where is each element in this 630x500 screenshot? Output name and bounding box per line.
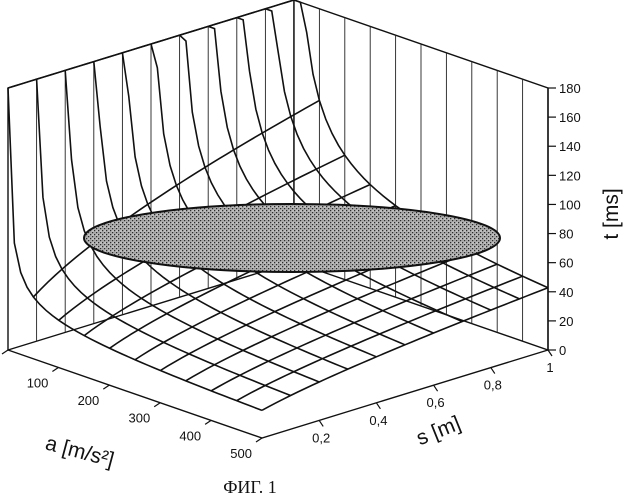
y-tick-label: 0,2 xyxy=(312,430,330,445)
z-axis-label: t [ms] xyxy=(600,188,623,239)
x-tick xyxy=(205,420,211,424)
y-tick-label: 0,8 xyxy=(484,378,502,393)
z-tick-label: 0 xyxy=(559,343,566,358)
z-tick-label: 180 xyxy=(559,81,581,96)
z-tick-label: 80 xyxy=(559,227,573,242)
x-tick xyxy=(52,367,58,371)
figure-caption: ФИГ. 1 xyxy=(223,477,277,497)
x-tick xyxy=(154,403,160,407)
y-tick-label: 1 xyxy=(546,360,553,375)
x-tick-label: 300 xyxy=(128,411,150,426)
y-tick-label: 0,4 xyxy=(369,413,387,428)
y-tick-label: 0,6 xyxy=(427,395,445,410)
z-tick-label: 140 xyxy=(559,139,581,154)
z-tick-label: 40 xyxy=(559,285,573,300)
y-tick xyxy=(548,350,552,356)
y-tick xyxy=(376,403,380,409)
x-tick-label: 100 xyxy=(27,375,49,390)
y-tick xyxy=(319,420,323,426)
highlight-region xyxy=(84,204,500,272)
y-tick xyxy=(434,385,438,391)
x-axis-label: a [m/s²] xyxy=(43,432,117,472)
z-tick-label: 20 xyxy=(559,314,573,329)
x-tick xyxy=(256,438,262,442)
x-tick-label: 200 xyxy=(78,393,100,408)
z-tick-label: 120 xyxy=(559,168,581,183)
x-tick-label: 500 xyxy=(230,446,252,461)
y-axis-label: s [m] xyxy=(413,412,464,450)
z-tick-label: 60 xyxy=(559,256,573,271)
x-tick-label: 400 xyxy=(179,428,201,443)
z-tick-label: 160 xyxy=(559,110,581,125)
x-tick xyxy=(2,350,8,354)
z-tick-label: 100 xyxy=(559,197,581,212)
x-tick xyxy=(103,385,109,389)
y-tick xyxy=(491,368,495,374)
